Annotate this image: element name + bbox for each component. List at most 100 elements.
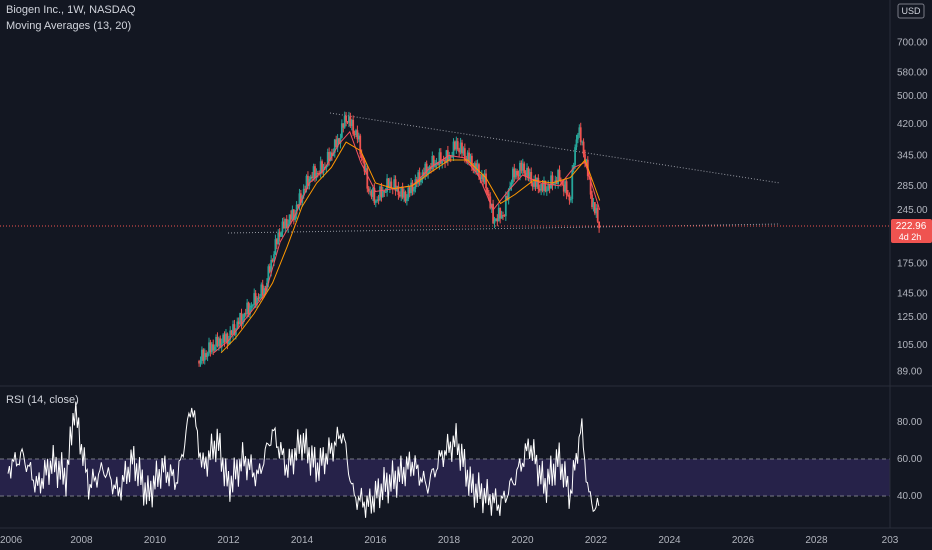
time-tick-label: 2006: [0, 535, 23, 546]
candle-body: [362, 158, 364, 161]
candle-body: [562, 184, 565, 192]
candle-body: [257, 297, 260, 299]
candle-body: [495, 218, 497, 221]
price-tick-label: 580.00: [897, 68, 928, 79]
rsi-tick-label: 40.00: [897, 491, 922, 502]
candle-body: [299, 193, 302, 203]
candle-body: [295, 204, 298, 215]
candle-body: [420, 179, 422, 183]
candle-body: [216, 337, 219, 347]
candle-body: [458, 149, 461, 153]
time-tick-label: 2010: [144, 535, 167, 546]
candle-body: [364, 168, 367, 172]
candle-body: [424, 163, 427, 176]
candle-body: [206, 353, 209, 357]
candle-body: [427, 171, 429, 175]
candle-body: [463, 148, 466, 159]
candle-body: [503, 215, 506, 217]
candle-body: [292, 209, 295, 220]
candle-body: [410, 182, 413, 194]
time-tick-label: 2016: [364, 535, 387, 546]
candle-body: [390, 181, 393, 188]
candle-body: [449, 155, 452, 158]
candle-body: [434, 163, 437, 167]
candle-body: [254, 293, 257, 305]
candle-body: [227, 339, 230, 345]
symbol-title[interactable]: Biogen Inc., 1W, NASDAQ: [6, 4, 136, 16]
candle-body: [383, 191, 386, 193]
candle-body: [579, 127, 582, 142]
candle-body: [578, 127, 581, 135]
candle-body: [417, 172, 420, 184]
candle-body: [432, 155, 435, 167]
candle-body: [513, 168, 516, 178]
candle-body: [407, 187, 410, 199]
candle-body: [380, 186, 383, 197]
candle-body: [260, 284, 263, 297]
candle-body: [243, 313, 246, 318]
candle-body: [205, 353, 208, 357]
candle-body: [315, 173, 318, 179]
candle-body: [560, 180, 562, 182]
candle-body: [541, 183, 544, 191]
candle-body: [285, 218, 288, 229]
candle-body: [198, 360, 200, 364]
candle-body: [343, 115, 346, 128]
candle-body: [353, 133, 356, 135]
candle-body: [404, 191, 407, 202]
candle-body: [403, 191, 405, 198]
candle-body: [492, 203, 494, 224]
rsi-legend[interactable]: RSI (14, close): [6, 394, 79, 406]
currency-label: USD: [901, 6, 921, 16]
price-tick-label: 105.00: [897, 340, 928, 351]
price-tick-label: 285.00: [897, 181, 928, 192]
candle-body: [504, 195, 507, 217]
candle-body: [305, 175, 308, 190]
support-trendline[interactable]: [227, 223, 781, 234]
candle-body: [452, 141, 455, 157]
bar-countdown: 4d 2h: [899, 232, 922, 242]
candle-body: [373, 187, 376, 203]
time-tick-label: 2012: [217, 535, 240, 546]
time-tick-label: 2024: [658, 535, 681, 546]
candle-body: [565, 181, 568, 195]
candle-body: [314, 166, 316, 179]
candle-body: [346, 121, 349, 123]
candle-body: [479, 177, 482, 180]
candle-body: [307, 175, 309, 186]
candle-body: [536, 177, 538, 187]
candle-body: [384, 191, 387, 193]
candle-body: [280, 232, 282, 237]
candle-body: [584, 154, 586, 164]
candle-body: [302, 188, 305, 196]
candle-body: [350, 119, 353, 127]
candle-body: [411, 182, 414, 192]
candle-body: [229, 330, 232, 340]
candle-body: [455, 141, 458, 150]
candle-body: [258, 296, 261, 299]
candle-body: [253, 293, 256, 306]
candle-body: [456, 141, 459, 150]
rsi-tick-label: 80.00: [897, 417, 922, 428]
candle-body: [270, 259, 273, 272]
candle-body: [596, 208, 599, 222]
candle-body: [510, 182, 513, 187]
currency-box[interactable]: [897, 3, 925, 19]
candle-body: [348, 116, 350, 123]
resistance-trendline[interactable]: [329, 112, 781, 184]
candle-body: [345, 115, 347, 122]
candle-body: [360, 154, 363, 159]
candle-body: [249, 307, 251, 315]
candle-body: [356, 130, 359, 140]
indicator-legend[interactable]: Moving Averages (13, 20): [6, 20, 132, 32]
candle-body: [514, 170, 517, 178]
candle-body: [486, 188, 489, 194]
candle-body: [244, 313, 247, 315]
candle-body: [311, 176, 314, 179]
candle-body: [431, 155, 434, 169]
candle-body: [437, 162, 439, 165]
candle-body: [482, 174, 485, 183]
candle-body: [328, 152, 331, 161]
candle-body: [325, 165, 328, 169]
